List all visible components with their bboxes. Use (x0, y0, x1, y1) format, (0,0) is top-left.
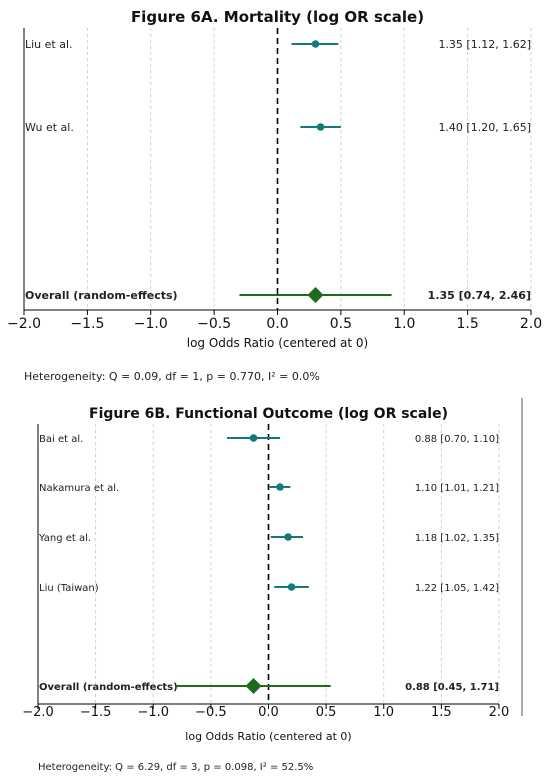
fig6a-ci-text-wu-et-al: 1.40 [1.20, 1.65] (438, 121, 531, 134)
fig6a-x-tick-label: 1.0 (393, 316, 415, 332)
fig6b-point-liu-taiwan (287, 583, 296, 591)
fig6a-x-tick-label: −2.0 (7, 316, 41, 332)
fig6b-study-label-liu-taiwan: Liu (Taiwan) (39, 583, 99, 594)
fig6b-overall-diamond (245, 678, 262, 694)
fig6a-overall-diamond (307, 287, 324, 303)
fig6b-x-tick-label: −2.0 (22, 705, 54, 720)
fig6b-x-tick-label: 0.5 (316, 705, 337, 720)
fig6b-study-label-nakamura-et-al: Nakamura et al. (39, 483, 119, 494)
fig6b-x-tick-label: −1.5 (80, 705, 112, 720)
fig6a-x-axis-label: log Odds Ratio (centered at 0) (187, 336, 369, 350)
fig6b-point-yang-et-al (284, 533, 292, 541)
fig6a-x-tick-label: −0.5 (197, 316, 231, 332)
fig6a-x-tick-label: 1.5 (456, 316, 478, 332)
fig6b-x-tick-label: 2.0 (489, 705, 510, 720)
fig6a-x-tick-label: 2.0 (520, 316, 542, 332)
fig6a-overall-ci-text: 1.35 [0.74, 2.46] (428, 289, 531, 302)
fig6b-x-tick-label: −0.5 (195, 705, 227, 720)
fig6b-x-tick-label: 1.0 (373, 705, 394, 720)
fig6a-overall-label: Overall (random-effects) (25, 289, 178, 302)
fig6b-x-tick-label: 1.5 (431, 705, 452, 720)
fig6a-title: Figure 6A. Mortality (log OR scale) (131, 8, 424, 26)
fig6b-ci-text-bai-et-al: 0.88 [0.70, 1.10] (415, 434, 499, 445)
fig6a-x-tick-label: −1.0 (134, 316, 168, 332)
fig6a-heterogeneity-note: Heterogeneity: Q = 0.09, df = 1, p = 0.7… (24, 370, 320, 383)
fig6a-x-tick-label: −1.5 (70, 316, 104, 332)
fig6b-x-tick-label: 0.0 (258, 705, 279, 720)
fig6b-heterogeneity-note: Heterogeneity: Q = 6.29, df = 3, p = 0.0… (38, 762, 313, 773)
fig6b-ci-text-liu-taiwan: 1.22 [1.05, 1.42] (415, 583, 499, 594)
fig6a-x-tick-label: 0.5 (330, 316, 352, 332)
fig6a-point-wu-et-al (316, 123, 325, 131)
fig6b-point-nakamura-et-al (276, 483, 284, 491)
fig6a-study-label-wu-et-al: Wu et al. (25, 121, 74, 134)
fig6b-point-bai-et-al (249, 434, 258, 442)
fig6b-study-label-bai-et-al: Bai et al. (39, 434, 83, 445)
fig6b-ci-text-nakamura-et-al: 1.10 [1.01, 1.21] (415, 483, 499, 494)
fig6a-study-label-liu-et-al: Liu et al. (25, 38, 73, 51)
fig6b-title: Figure 6B. Functional Outcome (log OR sc… (89, 406, 448, 422)
fig6b-x-axis-label: log Odds Ratio (centered at 0) (185, 730, 351, 743)
fig6b-overall-label: Overall (random-effects) (39, 682, 178, 693)
fig6a-ci-text-liu-et-al: 1.35 [1.12, 1.62] (438, 38, 531, 51)
fig6a-x-tick-label: 0.0 (266, 316, 288, 332)
fig6b-study-label-yang-et-al: Yang et al. (38, 533, 91, 544)
fig6a-point-liu-et-al (311, 40, 320, 48)
fig6b-x-tick-label: −1.0 (137, 705, 169, 720)
fig6b-overall-ci-text: 0.88 [0.45, 1.71] (405, 682, 499, 693)
fig6b-ci-text-yang-et-al: 1.18 [1.02, 1.35] (415, 533, 499, 544)
